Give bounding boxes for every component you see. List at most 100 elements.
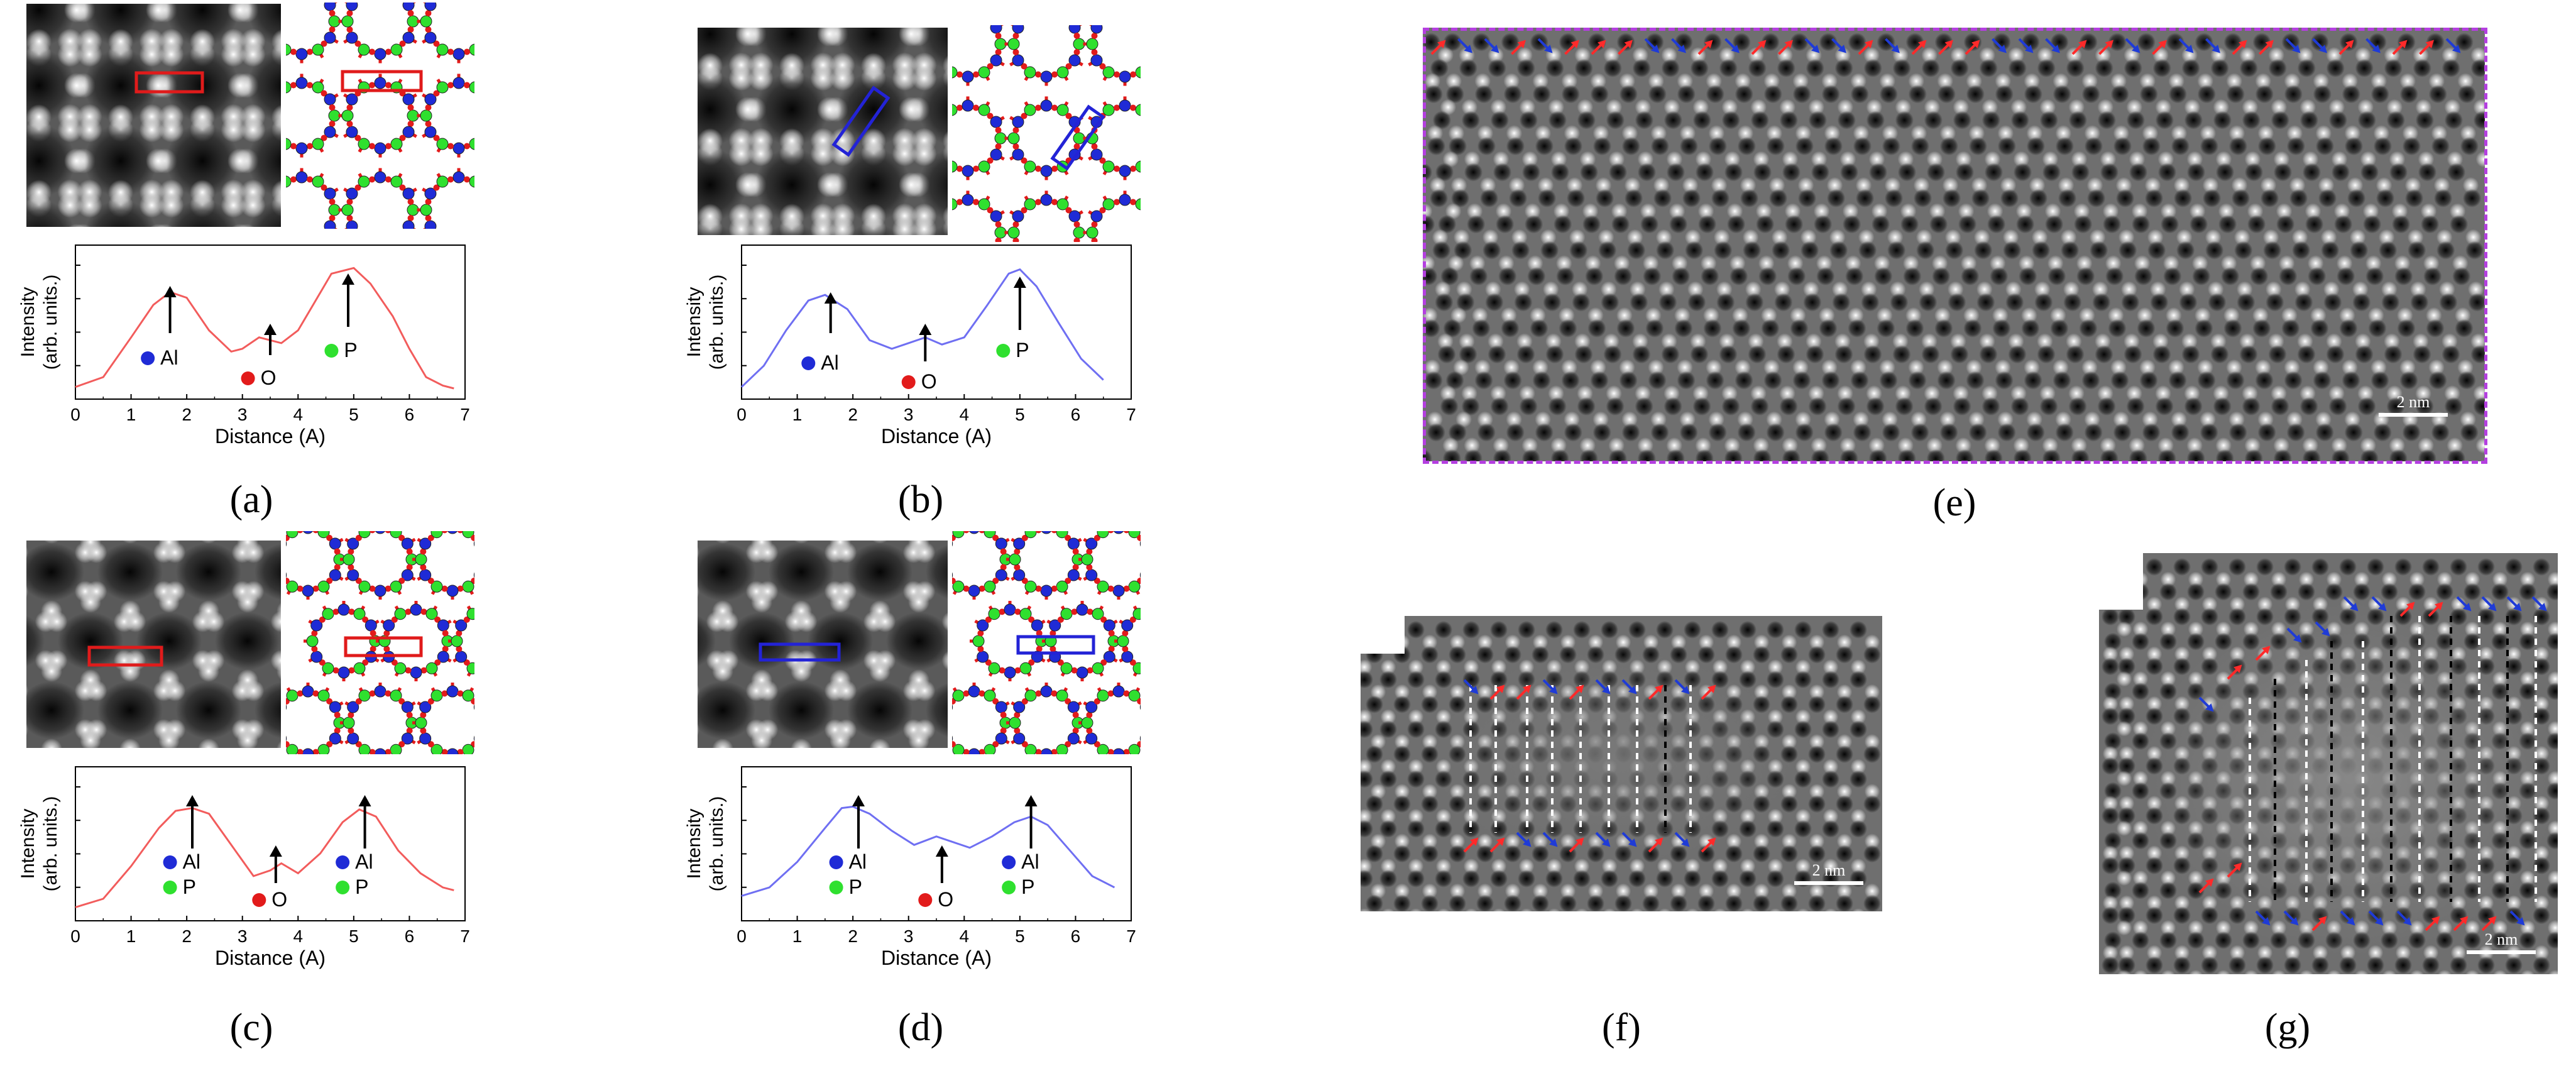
o-atom xyxy=(433,184,440,191)
o-atom xyxy=(457,749,464,754)
direction-arrow-head xyxy=(1628,686,1637,695)
p-atom xyxy=(1097,689,1109,702)
al-atom xyxy=(302,685,314,698)
al-atom xyxy=(374,77,386,89)
o-atom xyxy=(977,630,984,637)
o-atom xyxy=(1137,534,1141,541)
al-atom xyxy=(990,116,1002,128)
al-atom xyxy=(1139,704,1141,710)
element-dot xyxy=(829,855,843,869)
al-atom xyxy=(1121,651,1134,663)
peak-arrow-head xyxy=(264,324,277,335)
direction-arrow xyxy=(1564,43,1576,55)
p-atom xyxy=(341,15,354,28)
o-atom xyxy=(1036,645,1043,652)
p-atom xyxy=(988,608,1000,620)
al-atom xyxy=(1013,701,1026,713)
p-atom xyxy=(952,160,958,173)
direction-arrow xyxy=(1618,43,1630,55)
o-atom xyxy=(354,135,361,141)
p-atom xyxy=(415,717,427,729)
direction-arrow xyxy=(2481,919,2494,931)
al-atom xyxy=(329,701,341,713)
p-atom xyxy=(1024,104,1036,116)
al-atom xyxy=(1112,685,1125,698)
element-dot xyxy=(241,371,255,385)
caption-d: (d) xyxy=(897,1006,944,1049)
y-axis-label-line1: Intensity xyxy=(18,287,38,358)
direction-arrow-head xyxy=(2262,917,2271,926)
p-atom xyxy=(984,580,996,593)
arrow-row-e xyxy=(1430,38,2461,55)
o-atom xyxy=(348,608,355,615)
p-atom xyxy=(341,204,354,216)
o-atom xyxy=(311,630,318,637)
o-atom xyxy=(1114,71,1120,78)
o-atom xyxy=(346,199,353,205)
p-atom xyxy=(1024,198,1036,211)
intensity-curve xyxy=(740,268,1104,388)
peak-arrow-head xyxy=(269,845,282,857)
o-atom xyxy=(1051,749,1058,754)
o-atom xyxy=(346,215,353,221)
o-atom xyxy=(407,121,414,127)
direction-arrow xyxy=(2338,43,2351,55)
p-atom xyxy=(952,580,965,593)
o-atom xyxy=(1051,690,1058,697)
direction-arrow-head xyxy=(2399,40,2408,48)
direction-arrow xyxy=(2283,910,2296,923)
o-atom xyxy=(956,199,963,206)
al-atom xyxy=(295,142,308,155)
x-tick-label: 0 xyxy=(737,926,747,946)
p-atom xyxy=(286,580,299,593)
o-atom xyxy=(425,121,432,127)
o-atom xyxy=(425,215,432,221)
o-atom xyxy=(1107,531,1114,534)
o-atom xyxy=(399,135,406,141)
o-atom xyxy=(334,711,341,718)
o-atom xyxy=(1114,165,1120,172)
direction-arrow-head xyxy=(2513,603,2522,612)
direction-arrow-head xyxy=(2158,40,2167,48)
al-atom xyxy=(968,585,980,597)
direction-arrow xyxy=(2506,596,2519,608)
direction-arrow xyxy=(1648,688,1660,700)
o-atom xyxy=(1072,548,1079,555)
direction-arrow xyxy=(2453,919,2465,931)
al-atom xyxy=(1119,70,1131,83)
scale-bar-e: 2 nm xyxy=(2379,393,2448,417)
x-tick-label: 7 xyxy=(1126,405,1136,424)
al-atom xyxy=(968,685,980,698)
o-atom xyxy=(383,630,390,637)
p-atom xyxy=(317,689,330,702)
o-atom xyxy=(1107,690,1114,697)
o-atom xyxy=(348,548,354,555)
direction-arrow-head xyxy=(2318,45,2327,53)
al-atom xyxy=(1040,194,1053,206)
o-atom xyxy=(1114,199,1120,206)
direction-arrow-head xyxy=(2425,40,2434,48)
o-atom xyxy=(441,749,448,754)
o-atom xyxy=(385,749,392,754)
p-atom xyxy=(328,109,341,122)
p-atom xyxy=(1007,132,1020,145)
scale-bar-f: 2 nm xyxy=(1794,861,1863,885)
al-atom xyxy=(995,732,1007,745)
direction-arrow-head xyxy=(2205,703,2214,712)
p-atom xyxy=(469,43,474,56)
o-atom xyxy=(420,564,427,571)
direction-arrow-head xyxy=(2452,45,2461,53)
al-atom xyxy=(446,748,459,754)
element-label: Al xyxy=(821,351,838,374)
o-atom xyxy=(370,630,376,637)
o-atom xyxy=(1123,585,1130,592)
p-atom xyxy=(462,580,474,593)
direction-arrow-head xyxy=(1758,40,1767,48)
o-atom xyxy=(307,143,313,150)
al-atom xyxy=(995,537,1007,550)
p-atom xyxy=(978,198,990,211)
element-dot xyxy=(829,881,843,894)
p-atom xyxy=(1135,66,1141,79)
direction-arrow xyxy=(2315,621,2327,634)
o-atom xyxy=(1035,585,1042,592)
